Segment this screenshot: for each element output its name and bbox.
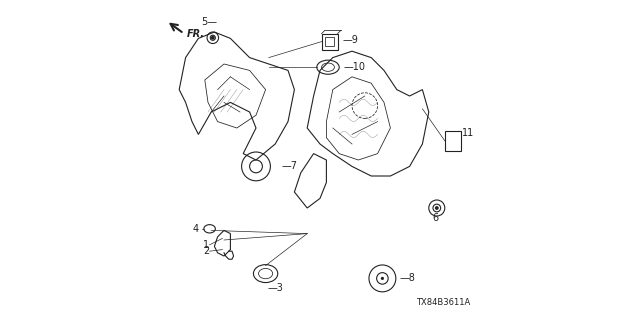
Circle shape [435, 206, 439, 210]
Bar [325, 37, 335, 46]
Text: 1: 1 [204, 240, 209, 250]
Circle shape [381, 277, 384, 280]
Text: 11: 11 [463, 128, 475, 138]
Text: —9: —9 [342, 35, 358, 45]
Bar [445, 131, 461, 151]
Text: 2: 2 [204, 246, 209, 256]
Text: FR.: FR. [187, 29, 205, 39]
Text: —7: —7 [282, 161, 298, 172]
Text: —10: —10 [344, 62, 366, 72]
Text: —8: —8 [400, 273, 416, 284]
Text: TX84B3611A: TX84B3611A [416, 298, 470, 307]
Bar [322, 34, 338, 50]
Text: 4: 4 [192, 224, 198, 234]
Circle shape [211, 36, 215, 40]
Text: 6: 6 [432, 213, 438, 223]
Text: —3: —3 [268, 283, 283, 293]
Text: 5—: 5— [202, 17, 218, 27]
